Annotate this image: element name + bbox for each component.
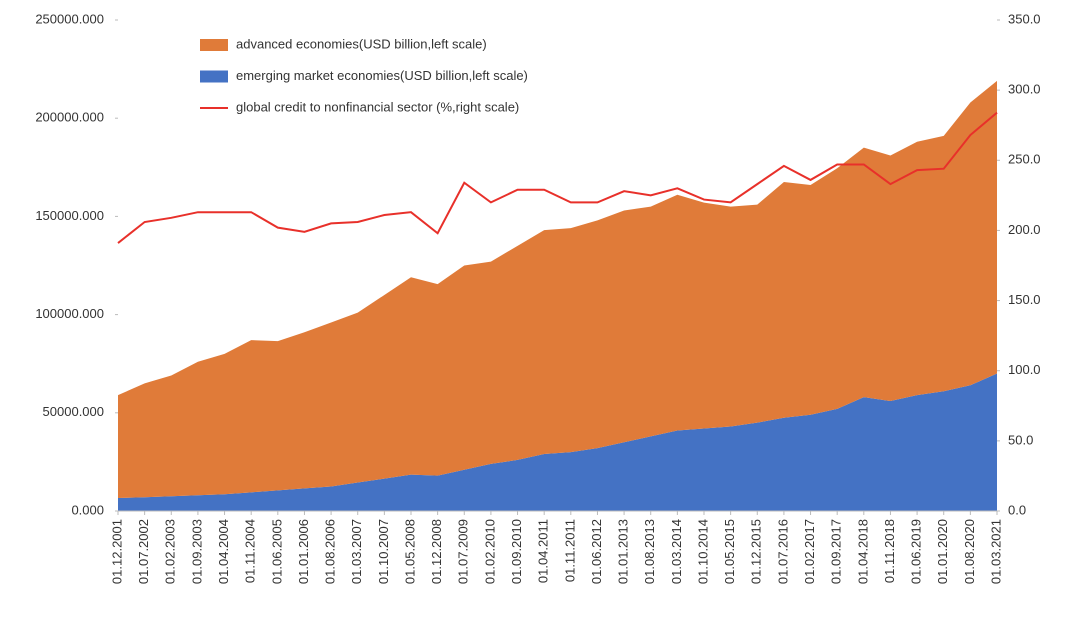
x-tick-label: 01.12.2015 [749,519,764,584]
x-tick-label: 01.09.2010 [509,519,524,584]
x-tick-label: 01.05.2015 [722,519,737,584]
x-tick-label: 01.08.2006 [323,519,338,584]
x-tick-label: 01.01.2020 [935,519,950,584]
x-tick-label: 01.02.2010 [482,519,497,584]
y2-tick-label: 300.0 [1008,82,1041,97]
y2-tick-label: 250.0 [1008,152,1041,167]
x-tick-label: 01.03.2021 [988,519,1003,584]
y2-tick-label: 50.0 [1008,432,1033,447]
y-tick-label: 50000.000 [43,404,104,419]
x-tick-label: 01.01.2013 [616,519,631,584]
x-tick-label: 01.04.2018 [855,519,870,584]
x-tick-label: 01.11.2011 [562,519,577,582]
x-tick-label: 01.03.2014 [669,519,684,584]
x-tick-label: 01.07.2016 [775,519,790,584]
y-tick-label: 200000.000 [35,110,104,125]
x-tick-label: 01.05.2008 [402,519,417,584]
area [118,80,997,499]
x-tick-label: 01.12.2008 [429,519,444,584]
y-tick-label: 150000.000 [35,208,104,223]
y-tick-label: 100000.000 [35,306,104,321]
legend-label: global credit to nonfinancial sector (%,… [236,99,519,114]
x-tick-label: 01.02.2003 [163,519,178,584]
y2-tick-label: 100.0 [1008,362,1041,377]
legend-swatch [200,70,228,83]
x-tick-label: 01.06.2005 [269,519,284,584]
x-tick-label: 01.04.2004 [216,519,231,584]
x-tick-label: 01.10.2014 [695,519,710,584]
x-tick-label: 01.08.2013 [642,519,657,584]
x-tick-label: 01.10.2007 [376,519,391,584]
x-tick-label: 01.04.2011 [536,519,551,583]
y2-tick-label: 150.0 [1008,292,1041,307]
x-tick-label: 01.06.2012 [589,519,604,584]
legend-label: advanced economies(USD billion,left scal… [236,36,487,51]
x-tick-label: 01.11.2018 [882,519,897,583]
x-tick-label: 01.01.2006 [296,519,311,584]
y2-tick-label: 350.0 [1008,11,1041,26]
x-tick-label: 01.09.2003 [189,519,204,584]
x-tick-label: 01.12.2001 [109,519,124,584]
x-tick-label: 01.09.2017 [829,519,844,584]
x-tick-label: 01.06.2019 [909,519,924,584]
y2-tick-label: 0.0 [1008,502,1026,517]
y-tick-label: 250000.000 [35,11,104,26]
x-tick-label: 01.07.2009 [456,519,471,584]
area [118,373,997,511]
x-tick-label: 01.07.2002 [136,519,151,584]
line [117,111,998,244]
x-tick-label: 01.08.2020 [962,519,977,584]
x-tick-label: 01.11.2004 [243,519,258,583]
y2-tick-label: 200.0 [1008,222,1041,237]
legend-swatch [200,39,228,51]
x-tick-label: 01.02.2017 [802,519,817,584]
y-tick-label: 0.000 [71,502,104,517]
x-tick-label: 01.03.2007 [349,519,364,584]
legend-label: emerging market economies(USD billion,le… [236,68,528,83]
